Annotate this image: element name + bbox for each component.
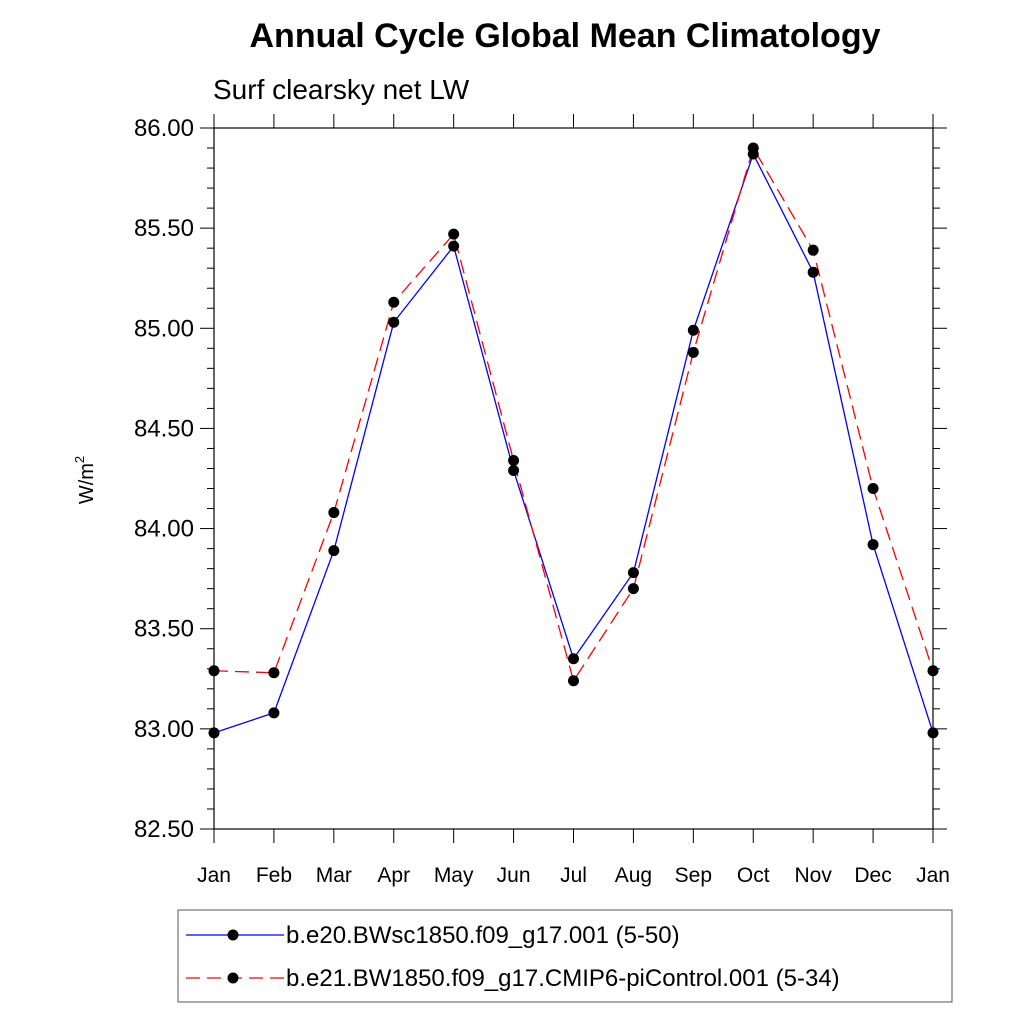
series-2-point <box>747 142 759 154</box>
y-axis-label-superscript: 2 <box>72 456 87 463</box>
series-layer <box>208 142 939 739</box>
series-1-point <box>627 567 639 579</box>
series-1-point <box>388 316 400 328</box>
legend-label-1: b.e20.BWsc1850.f09_g17.001 (5-50) <box>286 922 680 949</box>
series-2-point <box>508 454 520 466</box>
chart-title: Annual Cycle Global Mean Climatology <box>250 17 881 55</box>
series-line-1 <box>213 152 934 734</box>
series-2-point <box>568 675 579 687</box>
series-1-point <box>687 324 699 336</box>
x-tick-label: Sep <box>675 864 712 887</box>
series-2-point <box>268 667 280 679</box>
x-tick-label: Dec <box>854 864 891 887</box>
legend-label-2: b.e21.BW1850.f09_g17.CMIP6-piControl.001… <box>286 965 840 992</box>
series-1-point <box>208 727 220 739</box>
y-tick-label: 85.00 <box>134 315 194 342</box>
series-line-2 <box>213 146 934 683</box>
series-1-point <box>807 266 819 278</box>
x-tick-label: Jun <box>497 864 531 887</box>
series-2-point <box>448 228 460 240</box>
x-tick-label: Apr <box>377 864 410 887</box>
x-tick-label: Jul <box>560 864 587 887</box>
x-tick-label: Feb <box>256 864 292 887</box>
plot-axes: 82.50 83.00 83.50 84.00 84.50 85.00 85.50 86.00… <box>134 114 950 887</box>
series-1-point <box>268 707 280 719</box>
y-tick-label: 85.50 <box>134 215 194 242</box>
legend-marker-1 <box>227 929 239 941</box>
series-2-point <box>388 296 400 308</box>
series-1-point <box>867 539 879 551</box>
y-tick-label: 83.00 <box>134 716 194 743</box>
series-1-point <box>568 653 579 665</box>
series-1-point <box>328 545 340 557</box>
series-1-point <box>448 240 460 252</box>
series-2-point <box>687 346 699 358</box>
legend-marker-2 <box>227 972 239 984</box>
y-tick-label: 83.50 <box>134 616 194 643</box>
series-2-point <box>807 244 819 256</box>
x-tick-label: Jan <box>197 864 231 887</box>
y-axis-label: W/m2 <box>72 456 98 504</box>
y-tick-label: 86.00 <box>134 115 194 142</box>
x-tick-label: Mar <box>316 864 352 887</box>
x-tick-label: Nov <box>794 864 832 887</box>
x-tick-label: Aug <box>615 864 652 887</box>
series-2-point <box>927 665 939 677</box>
x-tick-label: May <box>434 864 474 887</box>
y-tick-label: 82.50 <box>134 816 194 843</box>
legend: b.e20.BWsc1850.f09_g17.001 (5-50) b.e21.B… <box>177 909 953 1003</box>
series-2-point <box>328 507 340 519</box>
plot-frame <box>213 127 934 830</box>
chart-subtitle: Surf clearsky net LW <box>213 74 470 105</box>
series-2-point <box>867 483 879 495</box>
y-axis-label-base: W/m <box>76 463 98 504</box>
series-1-point <box>927 727 939 739</box>
x-tick-label: Oct <box>737 864 770 887</box>
series-1-point <box>508 464 520 476</box>
y-tick-label: 84.50 <box>134 415 194 442</box>
x-tick-label: Jan <box>916 864 950 887</box>
y-tick-label: 84.00 <box>134 516 194 543</box>
series-2-point <box>208 665 220 677</box>
legend-box <box>177 909 953 1003</box>
series-2-point <box>627 583 639 595</box>
